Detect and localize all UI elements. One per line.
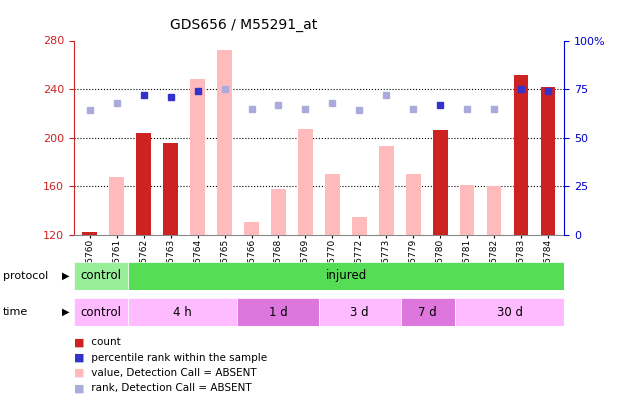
Bar <box>433 130 447 235</box>
Bar <box>217 50 232 235</box>
Text: value, Detection Call = ABSENT: value, Detection Call = ABSENT <box>88 368 256 378</box>
Text: injured: injured <box>326 269 367 282</box>
Text: protocol: protocol <box>3 271 49 281</box>
Bar <box>406 174 420 235</box>
Text: ■: ■ <box>74 368 84 378</box>
Bar <box>110 177 124 235</box>
Text: 7 d: 7 d <box>419 306 437 319</box>
Bar <box>74 262 128 290</box>
Bar <box>298 129 313 235</box>
Text: rank, Detection Call = ABSENT: rank, Detection Call = ABSENT <box>88 384 251 393</box>
Bar <box>237 298 319 326</box>
Text: ■: ■ <box>74 353 84 362</box>
Bar <box>128 262 564 290</box>
Bar <box>325 174 340 235</box>
Text: ■: ■ <box>74 384 84 393</box>
Bar <box>540 87 555 235</box>
Text: control: control <box>81 269 121 282</box>
Bar <box>128 298 237 326</box>
Bar <box>379 146 394 235</box>
Bar <box>455 298 564 326</box>
Bar <box>271 189 286 235</box>
Bar <box>74 298 128 326</box>
Text: 30 d: 30 d <box>497 306 522 319</box>
Text: count: count <box>88 337 121 347</box>
Bar <box>244 222 259 235</box>
Bar <box>513 75 528 235</box>
Text: 4 h: 4 h <box>173 306 192 319</box>
Bar <box>83 232 97 235</box>
Bar <box>190 79 205 235</box>
Text: ▶: ▶ <box>62 307 70 317</box>
Bar <box>352 217 367 235</box>
Bar <box>487 186 501 235</box>
Bar <box>163 143 178 235</box>
Text: percentile rank within the sample: percentile rank within the sample <box>88 353 267 362</box>
Text: ■: ■ <box>74 337 84 347</box>
Bar <box>460 185 474 235</box>
Bar <box>137 133 151 235</box>
Text: control: control <box>81 306 121 319</box>
Bar <box>319 298 401 326</box>
Bar <box>401 298 455 326</box>
Text: GDS656 / M55291_at: GDS656 / M55291_at <box>170 18 317 32</box>
Text: ▶: ▶ <box>62 271 70 281</box>
Text: 1 d: 1 d <box>269 306 287 319</box>
Text: time: time <box>3 307 28 317</box>
Text: 3 d: 3 d <box>351 306 369 319</box>
